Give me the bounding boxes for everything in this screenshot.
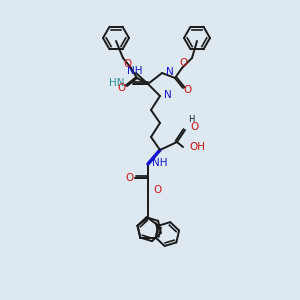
- Text: O: O: [184, 85, 192, 95]
- Text: O: O: [123, 59, 131, 69]
- Text: O: O: [190, 122, 198, 132]
- Text: NH: NH: [127, 66, 142, 76]
- Text: O: O: [180, 58, 188, 68]
- Text: O: O: [153, 185, 161, 195]
- Text: NH: NH: [152, 158, 167, 168]
- Text: OH: OH: [189, 142, 205, 152]
- Text: HN: HN: [109, 78, 124, 88]
- Text: N: N: [166, 67, 174, 77]
- Text: H: H: [188, 115, 194, 124]
- Text: O: O: [126, 173, 134, 183]
- Text: O: O: [118, 83, 126, 93]
- Text: N: N: [164, 90, 172, 100]
